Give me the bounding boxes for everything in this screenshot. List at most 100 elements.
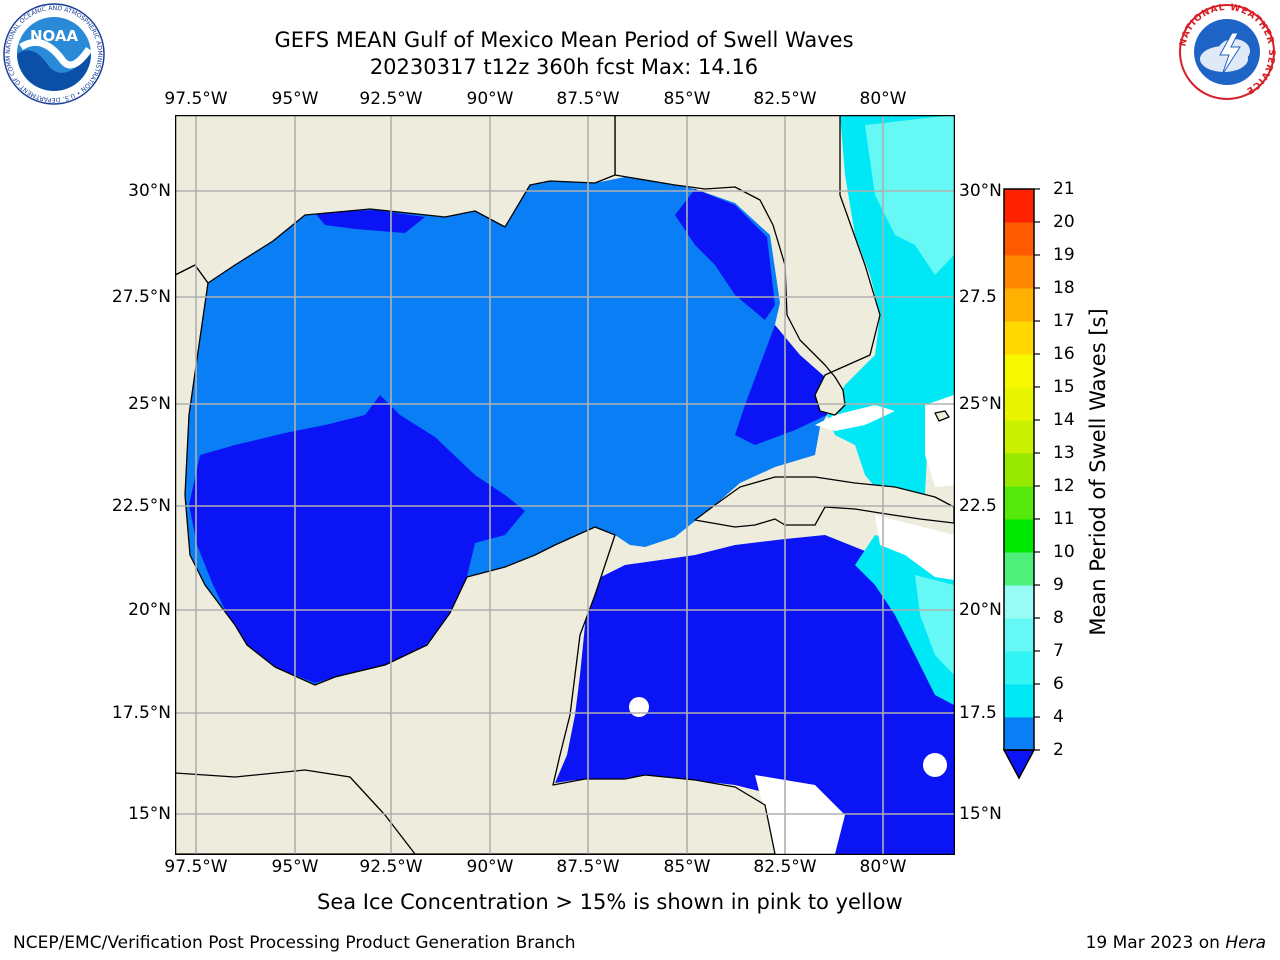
sea-ice-note: Sea Ice Concentration > 15% is shown in … xyxy=(317,890,903,914)
colorbar-tick-label: 19 xyxy=(1053,245,1075,265)
colorbar-segment xyxy=(1004,519,1034,553)
swell-caribbean-east-light xyxy=(915,575,954,675)
cuba-land xyxy=(694,476,954,528)
mexico-land xyxy=(175,264,776,854)
latitude-label-left: 22.5°N xyxy=(111,496,171,516)
latitude-label-right: 15°N xyxy=(959,804,1002,824)
colorbar-segment xyxy=(1004,387,1034,421)
longitude-label-top: 95°W xyxy=(271,89,319,109)
bahamas-land xyxy=(934,410,950,422)
colorbar-frame xyxy=(1003,188,1035,751)
colorbar-segment xyxy=(1004,453,1034,487)
colorbar-tick-label: 20 xyxy=(1053,212,1075,232)
colorbar-tick-label: 6 xyxy=(1053,674,1064,694)
longitude-label-bottom: 90°W xyxy=(466,857,514,877)
nws-logo: NATIONAL WEATHER SERVICE xyxy=(1178,3,1275,100)
colorbar-tick-label: 10 xyxy=(1053,542,1075,562)
swell-low-caribbean xyxy=(555,535,954,854)
swell-atlantic-light xyxy=(865,115,954,275)
noaa-logo-text: NOAA xyxy=(30,27,79,45)
swell-low-north xyxy=(315,210,425,233)
colorbar-segment xyxy=(1004,222,1034,256)
coastlines xyxy=(175,115,954,854)
colorbar-segment xyxy=(1004,486,1034,520)
gulf-of-mexico-map xyxy=(175,115,955,855)
longitude-label-top: 87.5°W xyxy=(556,89,620,109)
colorbar-tick-label: 2 xyxy=(1053,740,1064,760)
colorbar-tick-label: 4 xyxy=(1053,707,1064,727)
noaa-logo: NATIONAL OCEANIC AND ATMOSPHERIC ADMINIS… xyxy=(3,3,105,105)
graticule xyxy=(175,115,954,854)
latitude-label-left: 17.5°N xyxy=(111,703,171,723)
latitude-label-right: 25°N xyxy=(959,394,1002,414)
longitude-label-top: 85°W xyxy=(663,89,711,109)
colorbar-tick-label: 21 xyxy=(1053,179,1075,199)
latitude-label-left: 30°N xyxy=(128,181,171,201)
footer-credit: NCEP/EMC/Verification Post Processing Pr… xyxy=(13,933,576,953)
latitude-label-left: 15°N xyxy=(128,804,171,824)
colorbar-tick-label: 14 xyxy=(1053,410,1075,430)
longitude-label-bottom: 92.5°W xyxy=(359,857,423,877)
longitude-label-bottom: 97.5°W xyxy=(164,857,228,877)
colorbar-segment xyxy=(1004,189,1034,223)
colorbar-segment xyxy=(1004,684,1034,718)
longitude-label-top: 82.5°W xyxy=(753,89,817,109)
colorbar-segment xyxy=(1004,354,1034,388)
latitude-label-left: 25°N xyxy=(128,394,171,414)
colorbar-tick-label: 16 xyxy=(1053,344,1075,364)
footer-host: Hera xyxy=(1225,933,1266,953)
missing-spot xyxy=(923,753,947,777)
swell-low-west xyxy=(189,395,525,683)
colorbar-segment xyxy=(1004,717,1034,751)
colorbar-extend-triangle xyxy=(1002,749,1036,780)
longitude-label-bottom: 95°W xyxy=(271,857,319,877)
latitude-label-right: 22.5 xyxy=(959,496,997,516)
latitude-label-right: 30°N xyxy=(959,181,1002,201)
colorbar-tick-label: 7 xyxy=(1053,641,1064,661)
colorbar-tick-label: 13 xyxy=(1053,443,1075,463)
footer-date-text: 19 Mar 2023 on xyxy=(1085,933,1226,953)
colorbar-label: Mean Period of Swell Waves [s] xyxy=(1086,308,1110,636)
longitude-label-top: 97.5°W xyxy=(164,89,228,109)
colorbar xyxy=(1002,188,1040,780)
longitude-label-top: 80°W xyxy=(859,89,907,109)
colorbar-segment xyxy=(1004,321,1034,355)
colorbar-tick-label: 15 xyxy=(1053,377,1075,397)
chart-subtitle: 20230317 t12z 360h fcst Max: 14.16 xyxy=(369,55,759,79)
missing-yucatan-channel xyxy=(875,515,954,580)
latitude-label-right: 27.5 xyxy=(959,287,997,307)
colorbar-segment xyxy=(1004,288,1034,322)
colorbar-segment xyxy=(1004,651,1034,685)
latitude-label-left: 27.5°N xyxy=(111,287,171,307)
chart-title: GEFS MEAN Gulf of Mexico Mean Period of … xyxy=(274,28,854,52)
longitude-label-bottom: 80°W xyxy=(859,857,907,877)
latitude-label-left: 20°N xyxy=(128,600,171,620)
longitude-label-top: 92.5°W xyxy=(359,89,423,109)
map-frame xyxy=(175,115,955,855)
longitude-label-bottom: 87.5°W xyxy=(556,857,620,877)
colorbar-tick-label: 8 xyxy=(1053,608,1064,628)
latitude-label-right: 17.5 xyxy=(959,703,997,723)
missing-spot xyxy=(629,697,649,717)
colorbar-segment xyxy=(1004,552,1034,586)
colorbar-tick-label: 12 xyxy=(1053,476,1075,496)
colorbar-segment xyxy=(1004,618,1034,652)
footer-date: 19 Mar 2023 on Hera xyxy=(1086,933,1266,953)
colorbar-tick-label: 17 xyxy=(1053,311,1075,331)
pacific-coastline xyxy=(175,769,416,854)
longitude-label-bottom: 82.5°W xyxy=(753,857,817,877)
colorbar-tick-label: 11 xyxy=(1053,509,1075,529)
swell-low-floridastraits xyxy=(735,325,827,445)
latitude-label-right: 20°N xyxy=(959,600,1002,620)
swell-caribbean-east xyxy=(855,535,954,705)
longitude-label-top: 90°W xyxy=(466,89,514,109)
swell-low-northeast xyxy=(675,189,775,320)
colorbar-tick-label: 18 xyxy=(1053,278,1075,298)
colorbar-segment xyxy=(1004,420,1034,454)
colorbar-tick-label: 9 xyxy=(1053,575,1064,595)
missing-florida-keys xyxy=(815,405,895,431)
colorbar-segment xyxy=(1004,585,1034,619)
colorbar-segment xyxy=(1004,255,1034,289)
us-land xyxy=(175,115,616,284)
longitude-label-bottom: 85°W xyxy=(663,857,711,877)
